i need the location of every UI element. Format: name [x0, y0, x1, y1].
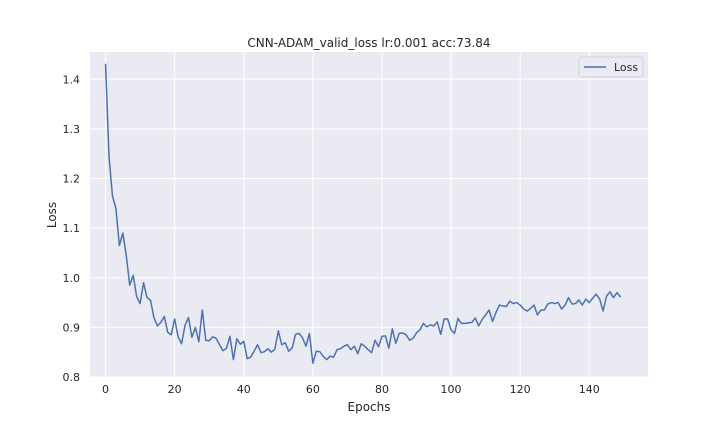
y-axis-label: Loss: [45, 202, 59, 228]
y-tick-label: 1.2: [63, 173, 81, 186]
legend: Loss: [578, 56, 644, 78]
chart-title: CNN-ADAM_valid_loss lr:0.001 acc:73.84: [247, 36, 490, 50]
series-line-loss: [104, 63, 622, 364]
plot-area: [90, 52, 648, 377]
legend-box: [578, 56, 644, 78]
x-tick-label: 120: [510, 383, 531, 396]
x-tick-label: 60: [306, 383, 320, 396]
x-tick-label: 80: [375, 383, 389, 396]
x-tick-label: 100: [441, 383, 462, 396]
x-tick-label: 0: [102, 383, 109, 396]
y-tick-label: 1.0: [63, 272, 81, 285]
x-tick-label: 40: [237, 383, 251, 396]
y-axis-ticks: 0.8 0.9 1.0 1.1 1.2 1.3 1.4: [63, 73, 81, 384]
y-tick-label: 0.9: [63, 321, 81, 334]
legend-label-loss: Loss: [614, 61, 638, 74]
y-tick-label: 1.1: [63, 222, 81, 235]
x-axis-ticks: 0 20 40 60 80 100 120 140: [102, 383, 600, 396]
x-tick-label: 140: [579, 383, 600, 396]
grid-lines: [90, 52, 648, 378]
y-tick-label: 0.8: [63, 371, 81, 384]
y-tick-label: 1.4: [63, 73, 81, 86]
y-tick-label: 1.3: [63, 123, 81, 136]
x-tick-label: 20: [168, 383, 182, 396]
x-axis-label: Epochs: [348, 400, 391, 414]
